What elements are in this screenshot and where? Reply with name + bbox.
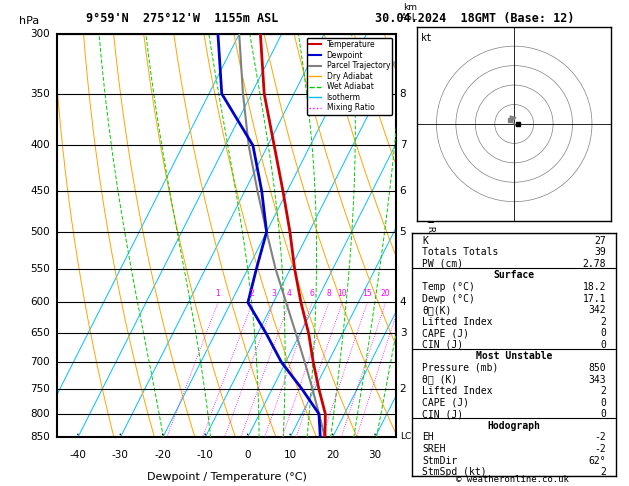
- Text: 350: 350: [30, 89, 50, 99]
- Text: -10: -10: [197, 450, 214, 459]
- Text: 300: 300: [30, 29, 50, 39]
- Text: 5: 5: [399, 227, 406, 237]
- Text: 0: 0: [600, 340, 606, 350]
- Text: -20: -20: [154, 450, 171, 459]
- Text: 3: 3: [399, 329, 406, 338]
- Text: 30: 30: [369, 450, 382, 459]
- Text: CIN (J): CIN (J): [422, 340, 464, 350]
- Text: K: K: [422, 236, 428, 246]
- Text: Pressure (mb): Pressure (mb): [422, 363, 499, 373]
- Text: CAPE (J): CAPE (J): [422, 398, 469, 408]
- Text: 62°: 62°: [589, 455, 606, 466]
- Text: 0: 0: [245, 450, 251, 459]
- Text: 2: 2: [600, 317, 606, 327]
- Text: 450: 450: [30, 186, 50, 196]
- Text: Totals Totals: Totals Totals: [422, 247, 499, 257]
- Text: Dewp (°C): Dewp (°C): [422, 294, 475, 304]
- Text: -2: -2: [594, 444, 606, 454]
- Text: 30.04.2024  18GMT (Base: 12): 30.04.2024 18GMT (Base: 12): [375, 12, 575, 25]
- Text: LCL: LCL: [399, 432, 416, 441]
- Text: 800: 800: [30, 409, 50, 419]
- Text: Temp (°C): Temp (°C): [422, 282, 475, 292]
- Text: 400: 400: [30, 140, 50, 151]
- Text: EH: EH: [422, 433, 434, 442]
- Text: 650: 650: [30, 329, 50, 338]
- Text: hPa: hPa: [19, 16, 40, 26]
- Text: 342: 342: [589, 305, 606, 315]
- Text: StmDir: StmDir: [422, 455, 457, 466]
- Text: © weatheronline.co.uk: © weatheronline.co.uk: [456, 474, 569, 484]
- Text: CIN (J): CIN (J): [422, 409, 464, 419]
- Text: 0: 0: [600, 398, 606, 408]
- Text: 2: 2: [399, 384, 406, 394]
- Text: km
ASL: km ASL: [401, 2, 418, 22]
- Text: 8: 8: [326, 289, 331, 297]
- Text: kt: kt: [421, 33, 433, 43]
- Text: 4: 4: [399, 297, 406, 308]
- Text: 6: 6: [399, 186, 406, 196]
- Text: Dewpoint / Temperature (°C): Dewpoint / Temperature (°C): [147, 472, 306, 482]
- Text: 550: 550: [30, 264, 50, 274]
- Text: 18.2: 18.2: [582, 282, 606, 292]
- Text: PW (cm): PW (cm): [422, 259, 464, 269]
- Text: 750: 750: [30, 384, 50, 394]
- Text: 39: 39: [594, 247, 606, 257]
- Text: 7: 7: [399, 140, 406, 151]
- Text: Hodograph: Hodograph: [487, 421, 541, 431]
- Text: 850: 850: [589, 363, 606, 373]
- Text: 343: 343: [589, 375, 606, 384]
- Text: 6: 6: [309, 289, 314, 297]
- Text: 4: 4: [287, 289, 292, 297]
- Text: θᴇ (K): θᴇ (K): [422, 375, 457, 384]
- Text: Lifted Index: Lifted Index: [422, 317, 493, 327]
- Text: 1: 1: [216, 289, 220, 297]
- Text: 17.1: 17.1: [582, 294, 606, 304]
- Text: 10: 10: [284, 450, 297, 459]
- Text: 20: 20: [381, 289, 391, 297]
- Text: 500: 500: [30, 227, 50, 237]
- Text: 0: 0: [600, 409, 606, 419]
- Text: 9°59'N  275°12'W  1155m ASL: 9°59'N 275°12'W 1155m ASL: [86, 12, 279, 25]
- Text: θᴇ(K): θᴇ(K): [422, 305, 452, 315]
- Text: 3: 3: [271, 289, 276, 297]
- Text: 2.78: 2.78: [582, 259, 606, 269]
- Text: 850: 850: [30, 433, 50, 442]
- Text: 15: 15: [362, 289, 372, 297]
- Text: 600: 600: [30, 297, 50, 308]
- Text: 2: 2: [250, 289, 255, 297]
- Text: Mixing Ratio (g/kg): Mixing Ratio (g/kg): [426, 193, 435, 278]
- Legend: Temperature, Dewpoint, Parcel Trajectory, Dry Adiabat, Wet Adiabat, Isotherm, Mi: Temperature, Dewpoint, Parcel Trajectory…: [307, 38, 392, 115]
- Text: 0: 0: [600, 328, 606, 338]
- Text: 8: 8: [399, 89, 406, 99]
- Text: 2: 2: [600, 386, 606, 396]
- Text: -30: -30: [112, 450, 129, 459]
- Text: 2: 2: [600, 467, 606, 477]
- Text: 700: 700: [30, 357, 50, 367]
- Text: SREH: SREH: [422, 444, 446, 454]
- Text: -2: -2: [594, 433, 606, 442]
- Text: -40: -40: [69, 450, 86, 459]
- Text: Surface: Surface: [494, 270, 535, 280]
- Text: 20: 20: [326, 450, 339, 459]
- Text: 10: 10: [337, 289, 347, 297]
- Text: Lifted Index: Lifted Index: [422, 386, 493, 396]
- Text: CAPE (J): CAPE (J): [422, 328, 469, 338]
- Text: 27: 27: [594, 236, 606, 246]
- Text: StmSpd (kt): StmSpd (kt): [422, 467, 487, 477]
- Text: Most Unstable: Most Unstable: [476, 351, 552, 362]
